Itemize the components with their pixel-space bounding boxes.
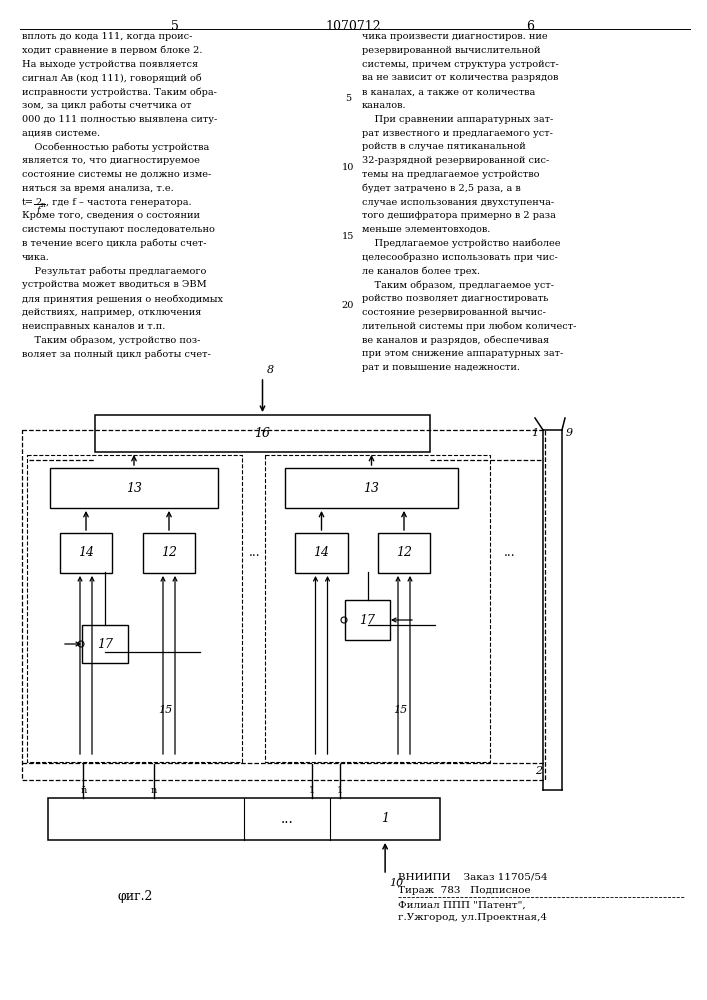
Bar [285, 468, 458, 508]
Text: На выходе устройства появляется: На выходе устройства появляется [22, 60, 198, 69]
Text: Таким образом, устройство поз-: Таким образом, устройство поз- [22, 336, 200, 345]
Text: f: f [37, 206, 40, 215]
Text: 12: 12 [396, 546, 412, 560]
Text: будет затрачено в 2,5 раза, а в: будет затрачено в 2,5 раза, а в [362, 184, 521, 193]
Bar [345, 600, 390, 640]
Bar [143, 533, 195, 573]
Text: при этом снижение аппаратурных зат-: при этом снижение аппаратурных зат- [362, 349, 563, 358]
Text: 14: 14 [313, 546, 329, 560]
Text: 2: 2 [535, 766, 542, 776]
Text: состояние системы не должно изме-: состояние системы не должно изме- [22, 170, 211, 179]
Text: случае использования двухступенча-: случае использования двухступенча- [362, 198, 554, 207]
Text: n: n [151, 786, 157, 795]
Text: Филиал ППП "Патент",: Филиал ППП "Патент", [398, 900, 525, 909]
Text: Предлагаемое устройство наиболее: Предлагаемое устройство наиболее [362, 239, 561, 248]
Bar [50, 468, 218, 508]
Text: 6: 6 [526, 20, 534, 33]
Text: целесообразно использовать при чис-: целесообразно использовать при чис- [362, 253, 558, 262]
Text: системы поступают последовательно: системы поступают последовательно [22, 225, 215, 234]
Text: является то, что диагностируемое: является то, что диагностируемое [22, 156, 200, 165]
Text: 10: 10 [389, 878, 404, 888]
Bar [48, 798, 440, 840]
Text: n: n [41, 201, 45, 209]
Text: 32-разрядной резервированной сис-: 32-разрядной резервированной сис- [362, 156, 549, 165]
Text: 17: 17 [97, 638, 113, 650]
Text: каналов.: каналов. [362, 101, 407, 110]
Text: ацияв системе.: ацияв системе. [22, 129, 100, 138]
Text: сигнал Aв (код 111), говорящий об: сигнал Aв (код 111), говорящий об [22, 73, 201, 83]
Text: Тираж  783   Подписное: Тираж 783 Подписное [398, 886, 531, 895]
Text: ва не зависит от количества разрядов: ва не зависит от количества разрядов [362, 73, 559, 82]
Text: 1070712: 1070712 [325, 20, 381, 33]
Text: няться за время анализа, т.е.: няться за время анализа, т.е. [22, 184, 174, 193]
Text: 10: 10 [341, 163, 354, 172]
Text: лительной системы при любом количест-: лительной системы при любом количест- [362, 322, 576, 331]
Text: 17: 17 [359, 613, 375, 626]
Text: Кроме того, сведения о состоянии: Кроме того, сведения о состоянии [22, 211, 200, 220]
Text: t=: t= [22, 198, 34, 207]
Text: n̄: n̄ [80, 786, 86, 795]
Text: неисправных каналов и т.п.: неисправных каналов и т.п. [22, 322, 165, 331]
Text: резервированной вычислительной: резервированной вычислительной [362, 46, 540, 55]
Text: ...: ... [249, 546, 261, 560]
Text: 15: 15 [393, 705, 407, 715]
Text: 1: 1 [531, 428, 538, 438]
Text: состояние резервированной вычис-: состояние резервированной вычис- [362, 308, 546, 317]
Bar [95, 415, 430, 452]
Text: меньше элементовходов.: меньше элементовходов. [362, 225, 491, 234]
Text: исправности устройства. Таким обра-: исправности устройства. Таким обра- [22, 87, 217, 97]
Text: 1̄: 1̄ [309, 786, 315, 795]
Text: г.Ужгород, ул.Проектная,4: г.Ужгород, ул.Проектная,4 [398, 913, 547, 922]
Text: 20: 20 [341, 301, 354, 310]
Text: ...: ... [281, 812, 293, 826]
Text: действиях, например, отключения: действиях, например, отключения [22, 308, 201, 317]
Text: ходит сравнение в первом блоке 2.: ходит сравнение в первом блоке 2. [22, 46, 202, 55]
Text: , где f – частота генератора.: , где f – частота генератора. [46, 198, 192, 207]
Text: 8: 8 [267, 365, 274, 375]
Text: 14: 14 [78, 546, 94, 560]
Text: 1: 1 [381, 812, 389, 826]
Text: воляет за полный цикл работы счет-: воляет за полный цикл работы счет- [22, 349, 211, 359]
Bar [295, 533, 348, 573]
Text: Результат работы предлагаемого: Результат работы предлагаемого [22, 267, 206, 276]
Text: того дешифратора примерно в 2 раза: того дешифратора примерно в 2 раза [362, 211, 556, 220]
Text: ...: ... [504, 546, 516, 560]
Text: ройств в случае пятиканальной: ройств в случае пятиканальной [362, 142, 526, 151]
Text: чика.: чика. [22, 253, 50, 262]
Text: 9: 9 [566, 428, 573, 438]
Text: для принятия решения о необходимых: для принятия решения о необходимых [22, 294, 223, 304]
Text: 5: 5 [345, 94, 351, 103]
Text: в течение всего цикла работы счет-: в течение всего цикла работы счет- [22, 239, 206, 248]
Text: 2: 2 [35, 198, 41, 207]
Text: ле каналов более трех.: ле каналов более трех. [362, 267, 480, 276]
Text: устройства может вводиться в ЭВМ: устройства может вводиться в ЭВМ [22, 280, 206, 289]
Text: Особенностью работы устройства: Особенностью работы устройства [22, 142, 209, 152]
Text: рат и повышение надежности.: рат и повышение надежности. [362, 363, 520, 372]
Text: зом, за цикл работы счетчика от: зом, за цикл работы счетчика от [22, 101, 192, 110]
Bar [60, 533, 112, 573]
Text: 13: 13 [363, 482, 380, 494]
Text: ройство позволяет диагностировать: ройство позволяет диагностировать [362, 294, 549, 303]
Text: 000 до 111 полностью выявлена ситу-: 000 до 111 полностью выявлена ситу- [22, 115, 217, 124]
Text: вплоть до кода 111, когда проис-: вплоть до кода 111, когда проис- [22, 32, 192, 41]
Bar [378, 533, 430, 573]
Text: 15: 15 [158, 705, 172, 715]
Text: Таким образом, предлагаемое уст-: Таким образом, предлагаемое уст- [362, 280, 554, 290]
Text: При сравнении аппаратурных зат-: При сравнении аппаратурных зат- [362, 115, 554, 124]
Text: чика произвести диагностиров. ние: чика произвести диагностиров. ние [362, 32, 548, 41]
Text: системы, причем структура устройст-: системы, причем структура устройст- [362, 60, 559, 69]
Bar [82, 625, 128, 663]
Text: 5: 5 [171, 20, 179, 33]
Text: 1: 1 [337, 786, 344, 795]
Text: φиг.2: φиг.2 [117, 890, 153, 903]
Text: 13: 13 [126, 482, 142, 494]
Text: темы на предлагаемое устройство: темы на предлагаемое устройство [362, 170, 539, 179]
Text: ве каналов и разрядов, обеспечивая: ве каналов и разрядов, обеспечивая [362, 336, 549, 345]
Text: 12: 12 [161, 546, 177, 560]
Text: в каналах, а также от количества: в каналах, а также от количества [362, 87, 535, 96]
Text: 15: 15 [341, 232, 354, 241]
Text: 16: 16 [255, 427, 271, 440]
Text: рат известного и предлагаемого уст-: рат известного и предлагаемого уст- [362, 129, 553, 138]
Text: ВНИИПИ    Заказ 11705/54: ВНИИПИ Заказ 11705/54 [398, 873, 548, 882]
